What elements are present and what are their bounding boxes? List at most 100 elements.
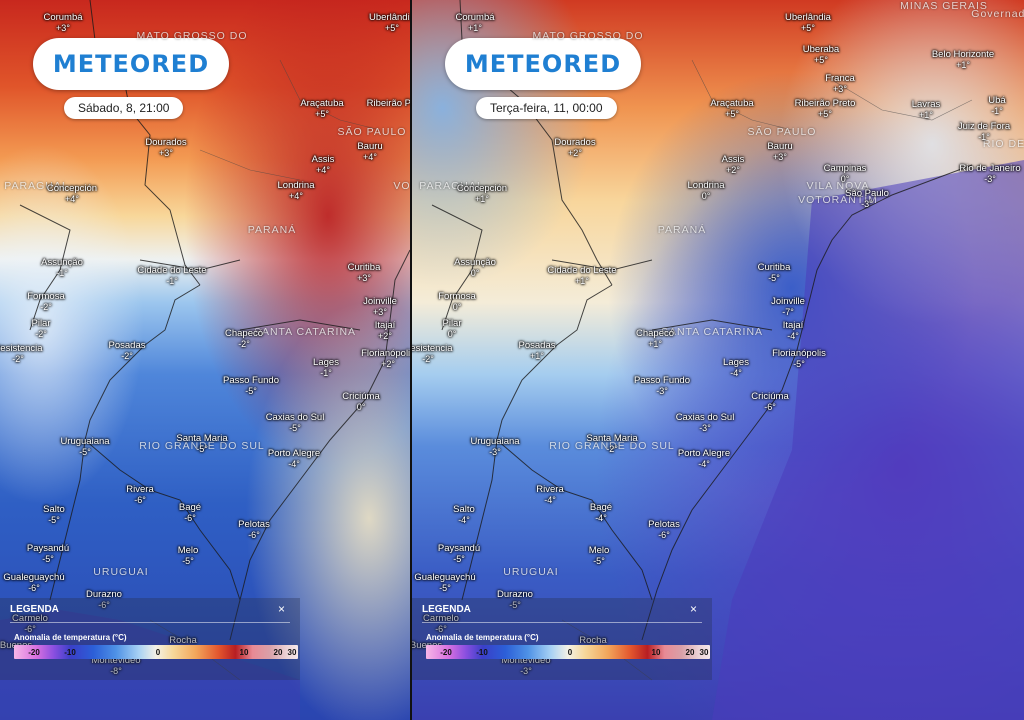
region-label: VILA NOVA (806, 180, 870, 192)
city-label: Paysandú -5° (26, 543, 70, 564)
city-label: Gualeguaychú -6° (3, 572, 65, 593)
meteored-logo: METEORED (33, 38, 229, 90)
city-label: Pilar -2° (31, 318, 51, 339)
city-label: Belo Horizonte +1° (931, 49, 995, 70)
city-label: Porto Alegre -4° (267, 448, 321, 469)
city-label: Curitiba +3° (347, 262, 381, 283)
city-label: Curitiba -5° (757, 262, 791, 283)
date-label: Sábado, 8, 21:00 (64, 97, 184, 119)
city-label: Campinas 0° (823, 163, 867, 184)
legend-close-button[interactable]: × (278, 602, 286, 616)
region-label: VOTORANTIM (798, 194, 878, 206)
city-label: Melo -5° (588, 545, 610, 566)
region-label: SÃO PAULO (747, 126, 817, 138)
meteored-logo: METEORED (445, 38, 641, 90)
region-label: PARANÁ (657, 224, 707, 236)
map-panel-left: METEORED Sábado, 8, 21:00 MATO GROSSO DO… (0, 0, 410, 720)
color-scale-bar (14, 645, 298, 659)
region-label: PARAGUAI (419, 180, 481, 192)
city-label: Bagé -4° (589, 502, 613, 523)
city-label: Dourados +3° (145, 137, 187, 158)
city-label: Assis +4° (311, 154, 335, 175)
city-label: Rio de Janeiro -3° (959, 163, 1021, 184)
region-label: MATO GROSSO DO (532, 30, 644, 42)
city-label: Assis +2° (721, 154, 745, 175)
region-label: RIO DE (982, 138, 1024, 150)
city-label: Corumbá +1° (455, 12, 495, 33)
city-label: Resistencia-2° (412, 343, 453, 364)
panel-divider (410, 0, 412, 720)
city-label: Salto -4° (453, 504, 475, 525)
city-label: Bauru +4° (357, 141, 383, 162)
city-label: Montevideo -3° (501, 655, 551, 676)
city-label: Cidade do Leste -1° (137, 265, 207, 286)
city-label: Durazno -5° (497, 589, 533, 610)
city-label: Uberlândia+5° (785, 12, 831, 33)
legend-title: LEGENDA (10, 604, 59, 615)
city-label: Dourados +2° (554, 137, 596, 158)
city-label: Londrina +4° (277, 180, 315, 201)
city-label: Cidade do Leste +1° (547, 265, 617, 286)
legend-title: LEGENDA (422, 604, 471, 615)
city-label: Porto Alegre -4° (677, 448, 731, 469)
region-label: VO (393, 180, 410, 192)
temperature-anomaly-map (412, 0, 1024, 720)
color-scale-bar (426, 645, 710, 659)
city-label: Uberlândia+5° (369, 12, 410, 33)
city-label: Rocha (169, 635, 197, 646)
city-label: Chapecó -2° (224, 328, 264, 349)
region-label: SÃO PAULO (337, 126, 407, 138)
city-label: Durazno -6° (86, 589, 122, 610)
city-label: Posadas -2° (108, 340, 146, 361)
city-label: Lavras +1° (911, 99, 941, 120)
city-label: Uberaba +5° (802, 44, 840, 65)
region-label: PARAGUAI (4, 180, 66, 192)
city-label: Paysandú -5° (437, 543, 481, 564)
map-panel-right: METEORED Terça-feira, 11, 00:00 MATO GRO… (412, 0, 1024, 720)
scale-tick: 0 (567, 648, 573, 657)
city-label: Assunção -1° (41, 257, 83, 278)
scale-tick: -20 (28, 648, 40, 657)
city-label: Bagé -6° (178, 502, 202, 523)
city-label: Criciúma 0° (342, 391, 380, 412)
city-label: Ubá -1° (988, 95, 1006, 116)
city-label: Passo Fundo -3° (634, 375, 690, 396)
city-label: Joinville +3° (363, 296, 397, 317)
logo-text: METEORED (52, 50, 210, 78)
city-label: Lages -4° (723, 357, 749, 378)
scale-tick: -10 (476, 648, 488, 657)
region-label: RIO GRANDE DO SUL (139, 440, 265, 452)
city-label: Araçatuba +5° (300, 98, 344, 119)
region-label: MATO GROSSO DO (136, 30, 248, 42)
city-label: Formosa 0° (438, 291, 476, 312)
city-label: Uruguaiana -5° (60, 436, 110, 457)
city-label: Passo Fundo -5° (223, 375, 279, 396)
city-label: Caxias do Sul -3° (675, 412, 735, 433)
city-label: Florianópolis -5° (772, 348, 826, 369)
scale-tick: 30 (699, 648, 709, 657)
city-label: Juiz de Fora -1° (957, 121, 1011, 142)
city-label: Resistencia-2° (0, 343, 43, 364)
city-label: Uruguaiana -3° (470, 436, 520, 457)
city-label: Ribeirão Preto (366, 98, 410, 109)
legend-divider (422, 622, 702, 623)
city-label: Salto -5° (43, 504, 65, 525)
city-label: Posadas +1° (518, 340, 556, 361)
legend-subtitle: Anomalia de temperatura (°C) (426, 633, 539, 642)
region-label: URUGUAI (503, 566, 559, 578)
city-label: Concepción +1° (456, 183, 508, 204)
city-label: Montevideo -8° (91, 655, 141, 676)
region-label: SANTA CATARINA (660, 326, 764, 338)
city-label: São Paulo -3° (845, 188, 889, 209)
scale-tick: 0 (155, 648, 161, 657)
city-label: Assunção 0° (454, 257, 496, 278)
city-label: Gualeguaychú -5° (414, 572, 476, 593)
city-label: Araçatuba +5° (710, 98, 754, 119)
scale-tick: 20 (273, 648, 283, 657)
legend-close-button[interactable]: × (690, 602, 698, 616)
city-label: Formosa -2° (27, 291, 65, 312)
city-label: Carmelo -6° (423, 613, 459, 634)
city-label: Pilar 0° (442, 318, 462, 339)
scale-tick: 30 (287, 648, 297, 657)
scale-tick: -20 (440, 648, 452, 657)
